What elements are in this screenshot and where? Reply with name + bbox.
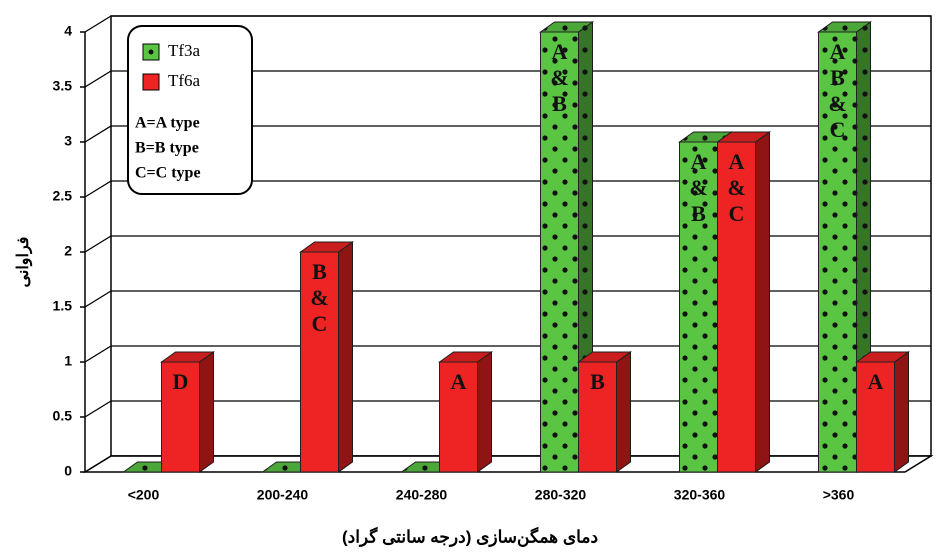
grid-line xyxy=(84,345,931,363)
bar-face xyxy=(439,361,478,473)
bar-label: B xyxy=(552,91,567,116)
bar-label: & xyxy=(727,175,745,200)
bar-shade xyxy=(717,132,770,142)
y-tick-label: 2.5 xyxy=(53,188,73,204)
bar xyxy=(298,241,355,473)
x-axis-title: دمای همگن‌سازی (درجه سانتی گراد) xyxy=(342,526,598,547)
bar-face xyxy=(578,361,617,473)
x-tick-label: 240-280 xyxy=(396,487,448,503)
bar-label: B xyxy=(691,201,706,226)
bar-shade xyxy=(616,352,631,472)
bar xyxy=(715,131,772,473)
bar-label: B xyxy=(830,65,845,90)
grid-line xyxy=(84,180,931,198)
bar-label: A xyxy=(691,149,707,174)
bar-shade xyxy=(199,352,214,472)
bar-shade xyxy=(439,352,492,362)
bar-dots xyxy=(540,32,579,472)
y-tick-label: 3.5 xyxy=(53,78,73,94)
y-tick-label: 1.5 xyxy=(53,298,73,314)
legend-box xyxy=(127,25,253,195)
bar-label: D xyxy=(173,369,189,394)
bar xyxy=(854,351,911,473)
grid-line xyxy=(84,235,931,253)
bar xyxy=(576,351,633,473)
bar-label: & xyxy=(828,91,846,116)
x-tick-label: 200-240 xyxy=(257,487,309,503)
bar-shade xyxy=(477,352,492,472)
bar-shade xyxy=(161,352,214,362)
x-tick-label: 320-360 xyxy=(674,487,726,503)
bar-label: & xyxy=(310,285,328,310)
bar-face xyxy=(717,141,756,473)
bar-label: A xyxy=(552,39,568,64)
bar-face xyxy=(856,361,895,473)
legend-note: A=A type xyxy=(135,115,200,132)
y-tick-label: 3 xyxy=(64,133,72,149)
legend-note: C=C type xyxy=(135,165,201,182)
bar-shade xyxy=(338,242,353,472)
y-tick-label: 2 xyxy=(64,243,72,259)
bar-shade xyxy=(578,352,631,362)
legend-label: Tf6a xyxy=(168,71,201,90)
y-axis-title: فراوانی xyxy=(15,237,33,288)
bar-dots xyxy=(679,132,732,142)
legend-dot xyxy=(148,49,154,55)
bar-dots xyxy=(818,32,857,472)
y-tick-label: 0.5 xyxy=(53,408,73,424)
bar-label: C xyxy=(312,311,328,336)
grid-line xyxy=(84,70,931,88)
bar-shade xyxy=(894,352,909,472)
bar-label: B xyxy=(312,259,327,284)
x-tick-label: >360 xyxy=(823,487,855,503)
bar-label: & xyxy=(689,175,707,200)
y-tick-label: 0 xyxy=(64,463,72,479)
bar-label: A xyxy=(451,369,467,394)
grid-line xyxy=(84,455,931,473)
bar-label: B xyxy=(590,369,605,394)
grid-line xyxy=(84,15,931,33)
grid-line xyxy=(84,125,931,143)
bar-dots xyxy=(818,22,871,32)
bar-shade xyxy=(300,242,353,252)
legend-label: Tf3a xyxy=(168,41,201,60)
bar-shade xyxy=(755,132,770,472)
bar-dots xyxy=(679,142,718,472)
y-tick-label: 4 xyxy=(64,23,72,39)
bar xyxy=(159,351,216,473)
x-tick-label: <200 xyxy=(128,487,160,503)
bar-shade xyxy=(856,352,909,362)
bar-label: A xyxy=(830,39,846,64)
bar-label: C xyxy=(830,117,846,142)
grid-line xyxy=(84,400,931,418)
y-tick-label: 1 xyxy=(64,353,72,369)
bar-dots xyxy=(540,22,593,32)
legend-swatch xyxy=(142,73,160,91)
bar-label: C xyxy=(729,201,745,226)
bar xyxy=(437,351,494,473)
grid-line xyxy=(84,290,931,308)
legend-note: B=B type xyxy=(135,140,199,157)
bar-label: A xyxy=(729,149,745,174)
legend: Tf3a Tf6a A=A type B=B type C=C type xyxy=(127,25,253,195)
bar-face xyxy=(161,361,200,473)
bar-label: & xyxy=(550,65,568,90)
x-tick-label: 280-320 xyxy=(535,487,587,503)
bar-label: A xyxy=(868,369,884,394)
bar-face xyxy=(300,251,339,473)
